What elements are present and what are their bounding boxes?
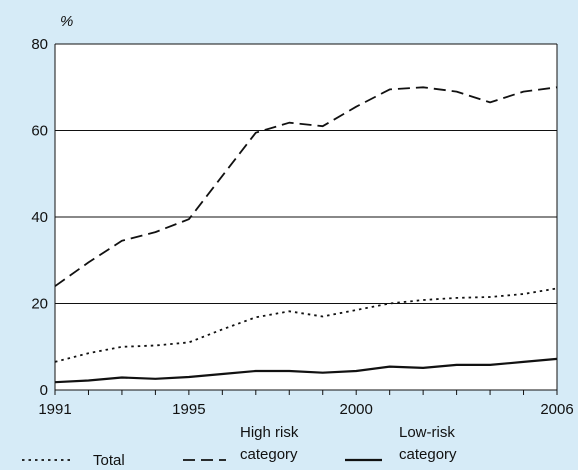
series-line-low-risk-category xyxy=(54,357,558,384)
series-line-total xyxy=(54,287,558,363)
y-tick-label: 80 xyxy=(31,36,48,53)
legend-label: category xyxy=(240,446,298,463)
x-tick-label: 2006 xyxy=(540,401,573,418)
series-line-high-risk-category xyxy=(54,86,558,287)
legend-label: Total xyxy=(93,452,125,469)
x-tick-label: 1995 xyxy=(172,401,205,418)
legend-label: Low-risk xyxy=(399,424,455,441)
legend-label: High risk xyxy=(240,424,299,441)
y-axis-unit-label: % xyxy=(60,13,73,30)
y-tick-label: 60 xyxy=(31,123,48,140)
y-tick-label: 0 xyxy=(40,382,48,399)
x-tick-label: 2000 xyxy=(340,401,373,418)
legend-label: category xyxy=(399,446,457,463)
x-tick-label: 1991 xyxy=(38,401,71,418)
y-tick-label: 20 xyxy=(31,296,48,313)
y-tick-label: 40 xyxy=(31,209,48,226)
